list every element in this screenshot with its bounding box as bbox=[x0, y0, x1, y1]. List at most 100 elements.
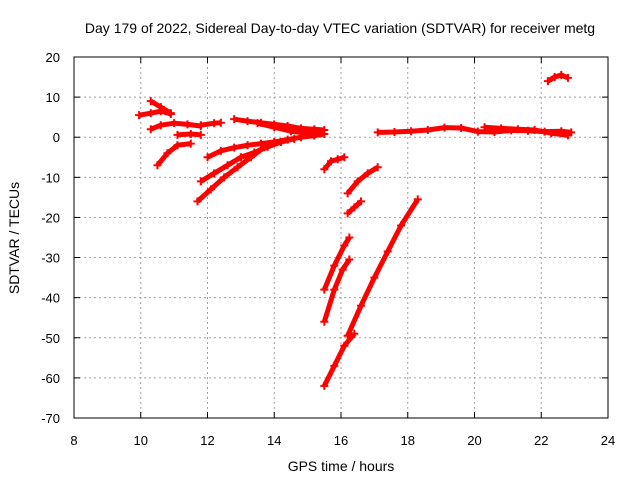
data-point bbox=[407, 127, 416, 136]
data-point bbox=[370, 273, 379, 282]
y-tick-label: -70 bbox=[41, 411, 60, 426]
data-point bbox=[423, 126, 432, 135]
data-point bbox=[286, 127, 295, 136]
series-line bbox=[322, 236, 352, 291]
data-point bbox=[357, 197, 366, 206]
x-tick-label: 14 bbox=[267, 433, 281, 448]
axis-ticks: 8 10 12 14 16 18 20 22 24 20 10 0 -10 -20 -30 -40 -50 -60… bbox=[41, 50, 615, 448]
data-point bbox=[340, 341, 349, 350]
data-point bbox=[330, 361, 339, 370]
data-point bbox=[340, 153, 349, 162]
data-point bbox=[413, 195, 422, 204]
data-point bbox=[196, 130, 205, 139]
data-point bbox=[223, 161, 232, 170]
series-arc-16 bbox=[320, 255, 354, 326]
series-arc-3 bbox=[146, 119, 205, 134]
data-point bbox=[220, 173, 229, 182]
data-point bbox=[390, 128, 399, 137]
data-point bbox=[320, 381, 329, 390]
y-tick-label: -40 bbox=[41, 291, 60, 306]
data-point bbox=[156, 103, 165, 112]
series-arc-5 bbox=[173, 130, 205, 139]
data-point bbox=[320, 285, 329, 294]
data-point bbox=[173, 141, 182, 150]
data-point bbox=[243, 141, 252, 150]
data-point bbox=[216, 146, 225, 155]
data-point bbox=[563, 131, 572, 140]
data-point bbox=[206, 185, 215, 194]
data-point bbox=[320, 165, 329, 174]
data-point bbox=[316, 129, 325, 138]
series-line bbox=[345, 198, 420, 337]
series-line bbox=[195, 145, 266, 204]
data-point bbox=[146, 97, 155, 106]
data-series bbox=[135, 71, 576, 390]
data-point bbox=[246, 153, 255, 162]
data-point bbox=[230, 115, 239, 124]
series-arc-4 bbox=[153, 139, 195, 170]
data-point bbox=[345, 233, 354, 242]
series-line bbox=[155, 141, 192, 167]
data-point bbox=[163, 149, 172, 158]
data-point bbox=[557, 71, 566, 80]
data-point bbox=[397, 221, 406, 230]
data-point bbox=[210, 169, 219, 178]
y-tick-label: -60 bbox=[41, 371, 60, 386]
y-tick-label: -30 bbox=[41, 251, 60, 266]
data-point bbox=[357, 301, 366, 310]
series-line bbox=[321, 258, 352, 323]
data-point bbox=[497, 124, 506, 133]
series-arc-14 bbox=[343, 197, 366, 218]
y-tick-label: -50 bbox=[41, 331, 60, 346]
data-point bbox=[550, 73, 559, 82]
y-tick-label: -10 bbox=[41, 170, 60, 185]
series-arc-17 bbox=[320, 329, 359, 390]
series-line bbox=[322, 154, 346, 171]
data-point bbox=[233, 163, 242, 172]
y-tick-label: 20 bbox=[46, 50, 60, 65]
data-point bbox=[345, 255, 354, 264]
data-point bbox=[270, 123, 279, 132]
data-point bbox=[166, 109, 175, 118]
y-tick-label: 10 bbox=[46, 90, 60, 105]
data-point bbox=[146, 125, 155, 134]
x-tick-label: 20 bbox=[467, 433, 481, 448]
series-arc-18 bbox=[343, 195, 422, 340]
data-point bbox=[338, 265, 347, 274]
data-point bbox=[440, 123, 449, 132]
data-point bbox=[330, 261, 339, 270]
data-point bbox=[563, 73, 572, 82]
data-point bbox=[173, 130, 182, 139]
data-point bbox=[343, 209, 352, 218]
data-point bbox=[290, 134, 299, 143]
x-tick-label: 12 bbox=[200, 433, 214, 448]
series-arc-9 bbox=[193, 143, 269, 206]
data-point bbox=[530, 126, 539, 135]
data-point bbox=[253, 119, 262, 128]
data-point bbox=[153, 161, 162, 170]
data-point bbox=[135, 111, 144, 120]
data-point bbox=[170, 119, 179, 128]
data-point bbox=[457, 123, 466, 132]
data-point bbox=[480, 123, 489, 132]
x-tick-label: 18 bbox=[401, 433, 415, 448]
data-point bbox=[333, 155, 342, 164]
data-point bbox=[343, 331, 352, 340]
data-point bbox=[186, 130, 195, 139]
series-arc-2 bbox=[146, 97, 175, 118]
data-point bbox=[276, 138, 285, 147]
x-axis-label: GPS time / hours bbox=[288, 458, 395, 474]
data-point bbox=[363, 169, 372, 178]
data-point bbox=[350, 329, 359, 338]
data-point bbox=[203, 153, 212, 162]
data-point bbox=[373, 128, 382, 137]
data-point bbox=[473, 127, 482, 136]
data-point bbox=[260, 143, 269, 152]
data-point bbox=[156, 121, 165, 130]
series-arc-6 bbox=[196, 118, 225, 130]
x-tick-label: 8 bbox=[70, 433, 77, 448]
series-arc-21 bbox=[543, 71, 572, 86]
series-line bbox=[546, 72, 569, 84]
data-point bbox=[303, 129, 312, 138]
